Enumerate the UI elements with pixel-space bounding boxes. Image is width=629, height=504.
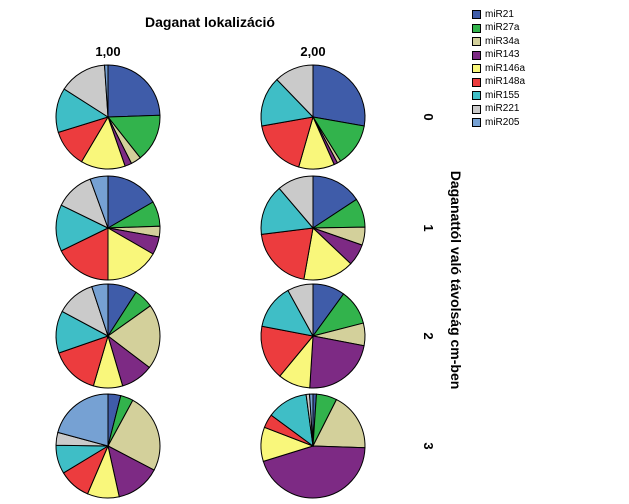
pie-1-2-00 bbox=[260, 175, 366, 281]
pie-1-1-00 bbox=[55, 175, 161, 281]
pie-slice-miR221 bbox=[287, 283, 314, 337]
legend-item: miR146a bbox=[472, 62, 525, 76]
pie-slice-miR34a bbox=[107, 305, 161, 369]
pie-2-2-00 bbox=[260, 283, 366, 389]
column-label-1: 1,00 bbox=[95, 44, 120, 59]
pie-slice-miR148a bbox=[60, 227, 109, 281]
legend-label: miR27a bbox=[485, 22, 520, 34]
legend-label: miR146a bbox=[485, 62, 526, 74]
legend-item: miR143 bbox=[472, 49, 525, 63]
pie-slice-miR21 bbox=[107, 64, 161, 118]
column-label-2: 2,00 bbox=[300, 44, 325, 59]
legend-label: miR221 bbox=[485, 103, 520, 115]
legend-swatch bbox=[472, 37, 481, 47]
pie-slice-miR21 bbox=[312, 175, 358, 229]
pie-slice-miR155 bbox=[260, 187, 314, 235]
legend-swatch bbox=[472, 77, 481, 87]
pie-slice-miR27a bbox=[106, 114, 161, 159]
pie-3-2-00 bbox=[260, 393, 366, 499]
legend-swatch bbox=[472, 64, 481, 74]
legend-item: miR21 bbox=[472, 8, 525, 22]
row-label-3: 3 bbox=[421, 442, 436, 449]
chart-title: Daganat lokalizáció bbox=[145, 14, 275, 30]
pie-slice-miR148a bbox=[261, 116, 314, 168]
legend-swatch bbox=[472, 104, 481, 114]
legend-item: miR34a bbox=[472, 35, 525, 49]
pie-3-1-00 bbox=[55, 393, 161, 499]
legend-label: miR34a bbox=[485, 35, 520, 47]
pie-slice-miR155 bbox=[260, 78, 315, 127]
pie-slice-miR148a bbox=[58, 335, 109, 387]
legend-label: miR148a bbox=[485, 76, 526, 88]
row-label-2: 2 bbox=[421, 332, 436, 339]
pie-slice-miR143 bbox=[309, 335, 365, 389]
pie-slice-miR148a bbox=[260, 227, 314, 280]
row-axis-title: Daganattól való távolság cm-ben bbox=[448, 171, 464, 390]
legend: miR21 miR27a miR34a miR143 miR146a miR14… bbox=[472, 8, 525, 130]
pie-2-1-00 bbox=[55, 283, 161, 389]
pie-slice-miR34a bbox=[312, 398, 366, 449]
pie-slice-miR205 bbox=[89, 175, 109, 229]
pie-0-2-00 bbox=[260, 64, 366, 170]
legend-swatch bbox=[472, 91, 481, 101]
legend-item: miR155 bbox=[472, 89, 525, 103]
row-label-1: 1 bbox=[421, 224, 436, 231]
legend-swatch bbox=[472, 10, 481, 20]
pie-slice-miR221 bbox=[276, 64, 314, 119]
pie-slice-miR21 bbox=[312, 64, 366, 127]
pie-slice-miR221 bbox=[278, 175, 314, 230]
pies-layer bbox=[55, 64, 366, 499]
legend-label: miR143 bbox=[485, 49, 520, 61]
legend-item: miR205 bbox=[472, 116, 525, 130]
pie-slice-miR146a bbox=[303, 226, 352, 281]
pie-slice-miR148a bbox=[260, 325, 314, 377]
legend-item: miR148a bbox=[472, 76, 525, 90]
pie-slice-miR146a bbox=[107, 227, 154, 281]
legend-item: miR27a bbox=[472, 22, 525, 36]
pie-slice-miR205 bbox=[103, 64, 109, 118]
pie-0-1-00 bbox=[55, 64, 161, 170]
legend-swatch bbox=[472, 23, 481, 33]
pie-slice-miR205 bbox=[57, 393, 109, 447]
legend-swatch bbox=[472, 50, 481, 60]
pie-slice-miR221 bbox=[63, 64, 109, 118]
legend-swatch bbox=[472, 118, 481, 128]
row-label-0: 0 bbox=[421, 113, 436, 120]
legend-label: miR205 bbox=[485, 116, 520, 128]
pie-slice-miR21 bbox=[107, 175, 154, 229]
legend-item: miR221 bbox=[472, 103, 525, 117]
pie-slice-miR143 bbox=[262, 445, 366, 499]
pie-slice-miR205 bbox=[91, 283, 109, 337]
legend-label: miR155 bbox=[485, 89, 520, 101]
pie-slice-miR205 bbox=[308, 393, 314, 447]
legend-label: miR21 bbox=[485, 8, 514, 20]
